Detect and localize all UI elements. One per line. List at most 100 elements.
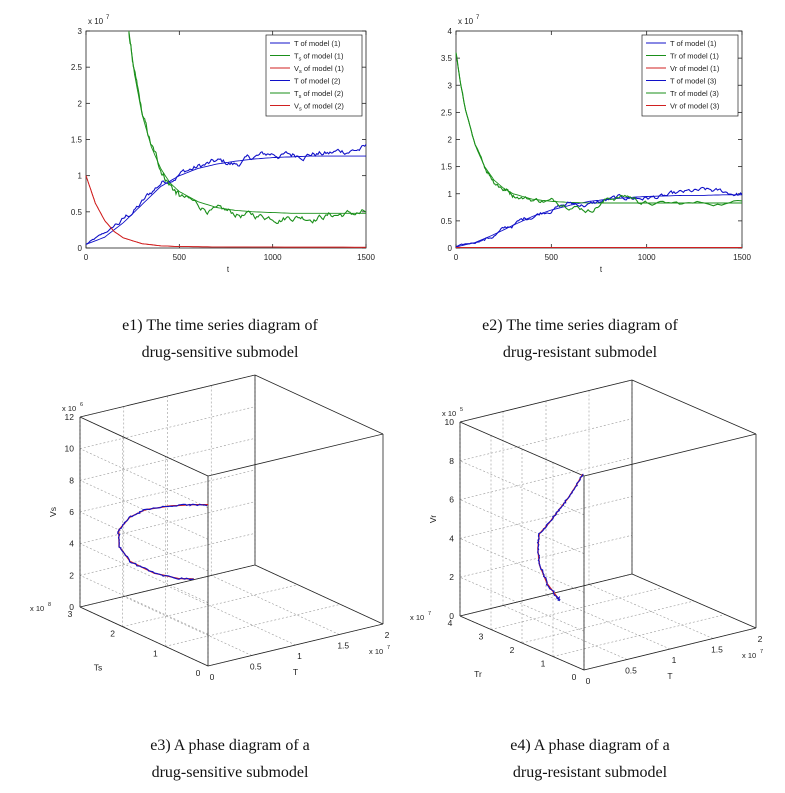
y-tick-label: 2 xyxy=(78,99,83,108)
legend-entry: T of model (1) xyxy=(670,39,717,48)
x-exponent: 7 xyxy=(760,649,763,655)
phase-curve xyxy=(118,503,209,580)
z-axis-label: Vr xyxy=(428,515,438,523)
caption-e3: e3) A phase diagram of a drug-sensitive … xyxy=(80,732,380,786)
x-tick-label: 1.5 xyxy=(711,645,723,655)
floor-grid-x xyxy=(588,584,714,639)
z-tick-label: 8 xyxy=(449,456,454,466)
box-edge xyxy=(631,379,757,435)
floor-grid-x xyxy=(123,596,252,656)
floor-grid-y xyxy=(552,614,726,657)
y-tick-label: 0.5 xyxy=(71,208,83,217)
z-tick-label: 12 xyxy=(65,412,75,422)
y-tick-label: 2 xyxy=(448,136,453,145)
y-tick-label: 0 xyxy=(78,244,83,253)
z-exponent: 5 xyxy=(460,407,463,413)
x-tick-label: 2 xyxy=(758,634,763,644)
legend-entry: T of model (2) xyxy=(294,77,341,86)
y-tick-label: 3 xyxy=(479,632,484,642)
chart-e1: 0 500 1000 1500 0 0.5 1 1.5 2 2.5 3 x 10 7 t T of mode… xyxy=(71,15,376,274)
box-edge xyxy=(459,421,585,477)
legend-entry: Tr of model (1) xyxy=(670,52,719,61)
side-wall-grid-z xyxy=(459,576,585,632)
side-wall-grid-z xyxy=(79,480,209,540)
x-exponent-label: x 10 xyxy=(369,647,383,656)
x-tick-label: 1500 xyxy=(357,253,375,262)
back-wall-grid-z xyxy=(459,457,633,500)
z-tick-label: 10 xyxy=(445,417,455,427)
series-line xyxy=(455,186,743,248)
z-tick-label: 10 xyxy=(65,444,75,454)
series-line xyxy=(85,144,367,245)
y-tick-label: 1.5 xyxy=(441,163,453,172)
x-tick-label: 1 xyxy=(672,655,677,665)
z-tick-label: 4 xyxy=(449,533,454,543)
legend-entry: T of model (1) xyxy=(294,39,341,48)
y-axis-label: Ts xyxy=(94,663,103,673)
x-axis-label: T xyxy=(293,667,298,677)
floor-grid-y xyxy=(165,604,341,647)
legend-entry: Vr of model (3) xyxy=(670,102,720,111)
box-edge xyxy=(207,433,384,477)
legend-entry: Vr of model (1) xyxy=(670,64,720,73)
floor-grid-x xyxy=(211,575,340,635)
caption-e4: e4) A phase diagram of a drug-resistant … xyxy=(440,732,740,786)
series-line xyxy=(455,194,742,248)
caption-e3-line2: drug-sensitive submodel xyxy=(151,764,309,781)
y-tick-label: 1 xyxy=(153,648,158,658)
caption-e2: e2) The time series diagram of drug-resi… xyxy=(430,312,730,366)
y-exponent: 7 xyxy=(428,611,431,617)
back-wall-grid-z xyxy=(79,438,256,481)
y-tick-label: 1 xyxy=(541,659,546,669)
z-exponent-label: x 10 xyxy=(442,409,456,418)
y-tick-label: 3 xyxy=(78,27,83,36)
back-wall-grid-z xyxy=(79,533,256,576)
x-tick-label: 2 xyxy=(385,630,390,640)
side-wall-grid-z xyxy=(459,460,585,516)
phase-curve xyxy=(117,503,208,580)
y-tick-label: 0 xyxy=(448,244,453,253)
z-tick-label: 6 xyxy=(69,507,74,517)
phase-curve xyxy=(537,473,584,601)
caption-e2-line2: drug-resistant submodel xyxy=(502,344,658,361)
floor-grid-y xyxy=(521,600,695,644)
floor-grid-y xyxy=(122,584,298,627)
back-wall-grid-z xyxy=(79,469,256,513)
chart-e2: 0 500 1000 1500 0 0.5 1 1.5 2 2.5 3 3.5 4 x 10 7 t T of … xyxy=(441,15,752,274)
y-tick-label: 1 xyxy=(448,190,453,199)
caption-e4-line1: e4) A phase diagram of a xyxy=(510,737,670,754)
x-tick-label: 500 xyxy=(173,253,187,262)
y-tick-label: 3 xyxy=(448,81,453,90)
x-tick-label: 1.5 xyxy=(337,641,349,651)
x-tick-label: 0 xyxy=(454,253,459,262)
z-tick-label: 0 xyxy=(449,611,454,621)
floor-grid-y xyxy=(490,587,664,630)
y-exponent: 7 xyxy=(106,15,110,21)
box-edge xyxy=(79,416,209,477)
box-edge xyxy=(79,564,256,608)
legend-entry: T of model (3) xyxy=(670,77,717,86)
z-exponent-label: x 10 xyxy=(62,404,76,413)
caption-e2-line1: e2) The time series diagram of xyxy=(482,317,678,334)
box-edge xyxy=(459,573,633,617)
box-edge xyxy=(583,627,757,671)
y-tick-label: 0.5 xyxy=(441,217,453,226)
box-edge xyxy=(459,615,585,671)
z-tick-label: 2 xyxy=(449,572,454,582)
y-tick-label: 2 xyxy=(110,629,115,639)
z-tick-label: 8 xyxy=(69,475,74,485)
legend-entry: Vs of model (2) xyxy=(294,102,344,113)
legend-box xyxy=(265,34,363,117)
x-axis-label: t xyxy=(600,265,603,274)
y-exponent-label: x 10 xyxy=(458,17,474,26)
caption-e4-line2: drug-resistant submodel xyxy=(512,764,668,781)
y-tick-label: 2.5 xyxy=(71,63,83,72)
y-tick-label: 1.5 xyxy=(71,136,83,145)
series-line xyxy=(455,52,743,214)
back-wall-grid-z xyxy=(459,496,633,539)
y-tick-label: 2 xyxy=(510,645,515,655)
box-edge xyxy=(459,379,633,423)
side-wall-grid-z xyxy=(79,575,209,635)
z-exponent: 6 xyxy=(80,402,83,408)
